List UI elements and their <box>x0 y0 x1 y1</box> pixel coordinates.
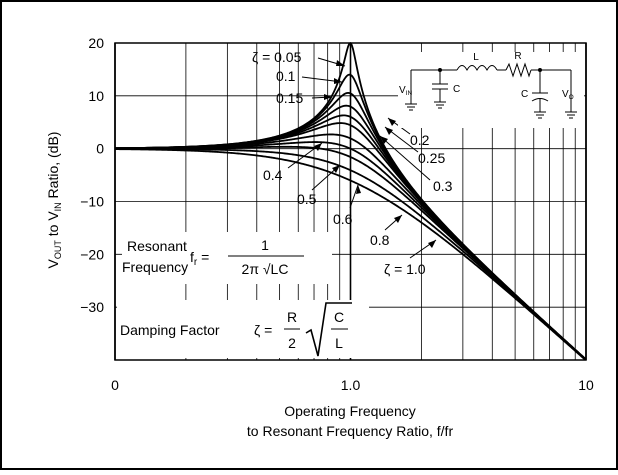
series-label-zeta-0.5: 0.5 <box>297 191 317 207</box>
series-label-zeta-0.25: 0.25 <box>418 150 445 166</box>
formula-backdrop-damping <box>117 300 369 358</box>
r-numerator: R <box>287 309 297 325</box>
series-label-zeta-0.2: 0.2 <box>410 132 430 148</box>
vo-label: VO <box>562 89 574 101</box>
l-denominator: L <box>335 335 343 351</box>
series-label-zeta-0.1: 0.1 <box>276 68 296 84</box>
series-label-zeta-0.4: 0.4 <box>263 167 283 183</box>
node-dot-input <box>438 68 442 72</box>
resistor-label: R <box>514 51 521 62</box>
series-label-zeta-0.6: 0.6 <box>333 211 353 227</box>
x-tick-labels: 0 1.0 10 <box>111 377 594 393</box>
schematic-backdrop <box>398 52 584 128</box>
ground-symbols <box>405 101 577 119</box>
zeta-equals: ζ = <box>254 322 272 338</box>
y-tick-label: 10 <box>88 88 104 104</box>
x-tick-label: 0 <box>111 377 119 393</box>
y-tick-label: −20 <box>80 246 104 262</box>
series-label-zeta-0.05: ζ = 0.05 <box>252 49 302 65</box>
output-cap-plate-bottom <box>531 98 549 102</box>
series-label-zeta-0.8: 0.8 <box>370 232 390 248</box>
output-cap-label: C <box>521 89 528 100</box>
lc-filter-schematic: L R C C VIN VO <box>398 51 584 128</box>
leader-arrowheads <box>314 60 436 248</box>
series-line-zeta-1 <box>115 148 586 360</box>
input-cap-label: C <box>453 84 460 95</box>
series-label-zeta-0.3: 0.3 <box>433 178 453 194</box>
series-label-zeta-1.0: ζ = 1.0 <box>384 261 426 277</box>
inductor-coil <box>456 65 498 72</box>
vin-label: VIN <box>399 85 412 97</box>
resonant-label-line2: Frequency <box>122 259 188 275</box>
formula-backdrop-resonant <box>122 232 332 284</box>
y-tick-label: −30 <box>80 299 104 315</box>
y-axis-label: VOUT to VIN Ratio, (dB) <box>45 132 63 269</box>
series-labels: ζ = 0.05 0.1 0.15 0.2 0.25 0.3 0.4 0.5 0… <box>252 49 453 277</box>
resonant-frequency-formula: Resonant Frequency fr = 1 2π √LC <box>122 232 332 284</box>
x-axis-label-line1: Operating Frequency <box>284 403 416 419</box>
r-denominator: 2 <box>288 335 296 351</box>
y-tick-label: 0 <box>96 141 104 157</box>
x-tick-label: 10 <box>578 377 594 393</box>
x-tick-label: 1.0 <box>341 377 361 393</box>
node-dot-output <box>538 68 542 72</box>
damping-factor-formula: Damping Factor ζ = R 2 C L <box>117 300 369 358</box>
y-tick-label: 20 <box>88 35 104 51</box>
fr-numerator: 1 <box>261 237 269 253</box>
resonant-label-line1: Resonant <box>127 238 187 254</box>
x-axis-label-line2: to Resonant Frequency Ratio, f/fr <box>247 423 454 439</box>
series-label-zeta-0.15: 0.15 <box>276 90 303 106</box>
inductor-label: L <box>473 52 479 63</box>
sqrt-radical <box>305 302 352 357</box>
c-numerator: C <box>334 309 344 325</box>
fr-symbol: fr = <box>190 249 209 268</box>
response-curves <box>115 42 586 360</box>
fr-denominator: 2π √LC <box>242 261 289 277</box>
resistor-zigzag <box>505 62 532 78</box>
damping-label: Damping Factor <box>120 322 220 338</box>
y-tick-labels: 20 10 0 −10 −20 −30 <box>80 35 104 315</box>
y-tick-label: −10 <box>80 194 104 210</box>
series-line-zeta-0.8 <box>115 147 586 360</box>
